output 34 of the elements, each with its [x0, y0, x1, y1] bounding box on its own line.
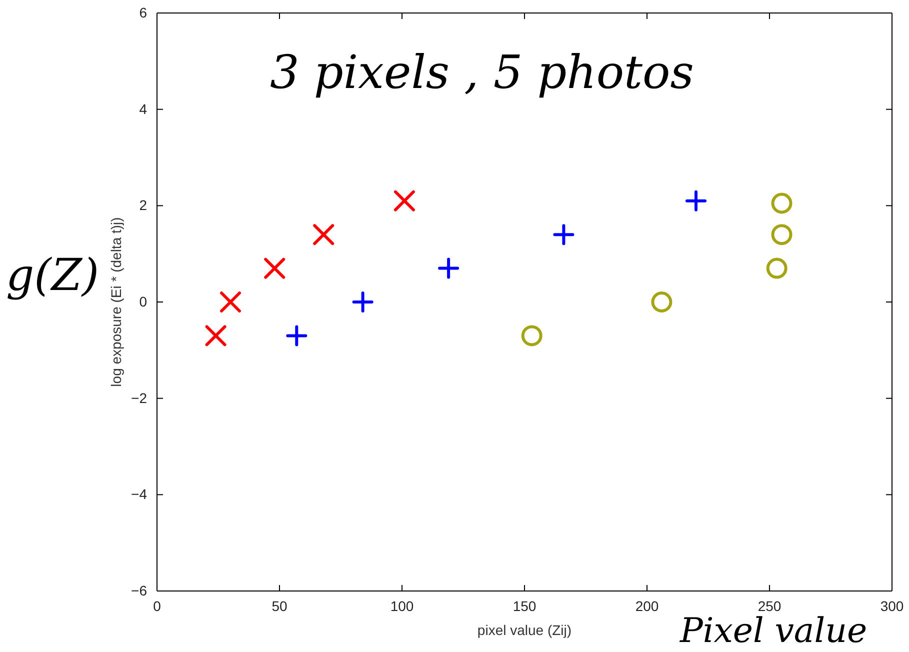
point: [553, 224, 574, 246]
x-axis-title: pixel value (Zij): [477, 622, 572, 638]
y-tick-label: 6: [139, 4, 148, 20]
annotation: 3 pixels , 5 photos: [270, 45, 694, 99]
point: [766, 258, 788, 279]
point: [438, 258, 460, 279]
x-tick-label: 0: [153, 598, 162, 614]
point: [286, 325, 308, 346]
x-tick-label: 250: [758, 598, 782, 614]
point: [394, 190, 415, 212]
point: [771, 192, 792, 214]
point: [220, 292, 241, 312]
point: [264, 258, 286, 279]
x-tick-label: 200: [635, 598, 659, 614]
x-tick-label: 300: [880, 598, 904, 614]
point: [205, 325, 226, 346]
text: Pixel value: [679, 611, 868, 651]
y-tick-label: 4: [139, 100, 148, 117]
point: [686, 190, 706, 212]
point: [352, 292, 374, 312]
x-tick-label: 100: [390, 598, 414, 614]
y-tick-label: −4: [131, 486, 148, 502]
y-tick-label: 0: [139, 293, 148, 310]
y-tick-label: −6: [131, 582, 148, 598]
x-tick-label: 150: [512, 598, 536, 614]
point: [313, 224, 334, 246]
y-tick-label: 2: [139, 197, 148, 214]
point: [651, 292, 672, 312]
text: g(Z): [6, 250, 100, 301]
point: [521, 325, 542, 346]
y-tick-label: −2: [131, 390, 148, 406]
y-axis-title: log exposure (Ei * (delta t)j): [108, 217, 124, 387]
x-tick-label: 50: [272, 598, 288, 614]
point: [771, 224, 792, 246]
